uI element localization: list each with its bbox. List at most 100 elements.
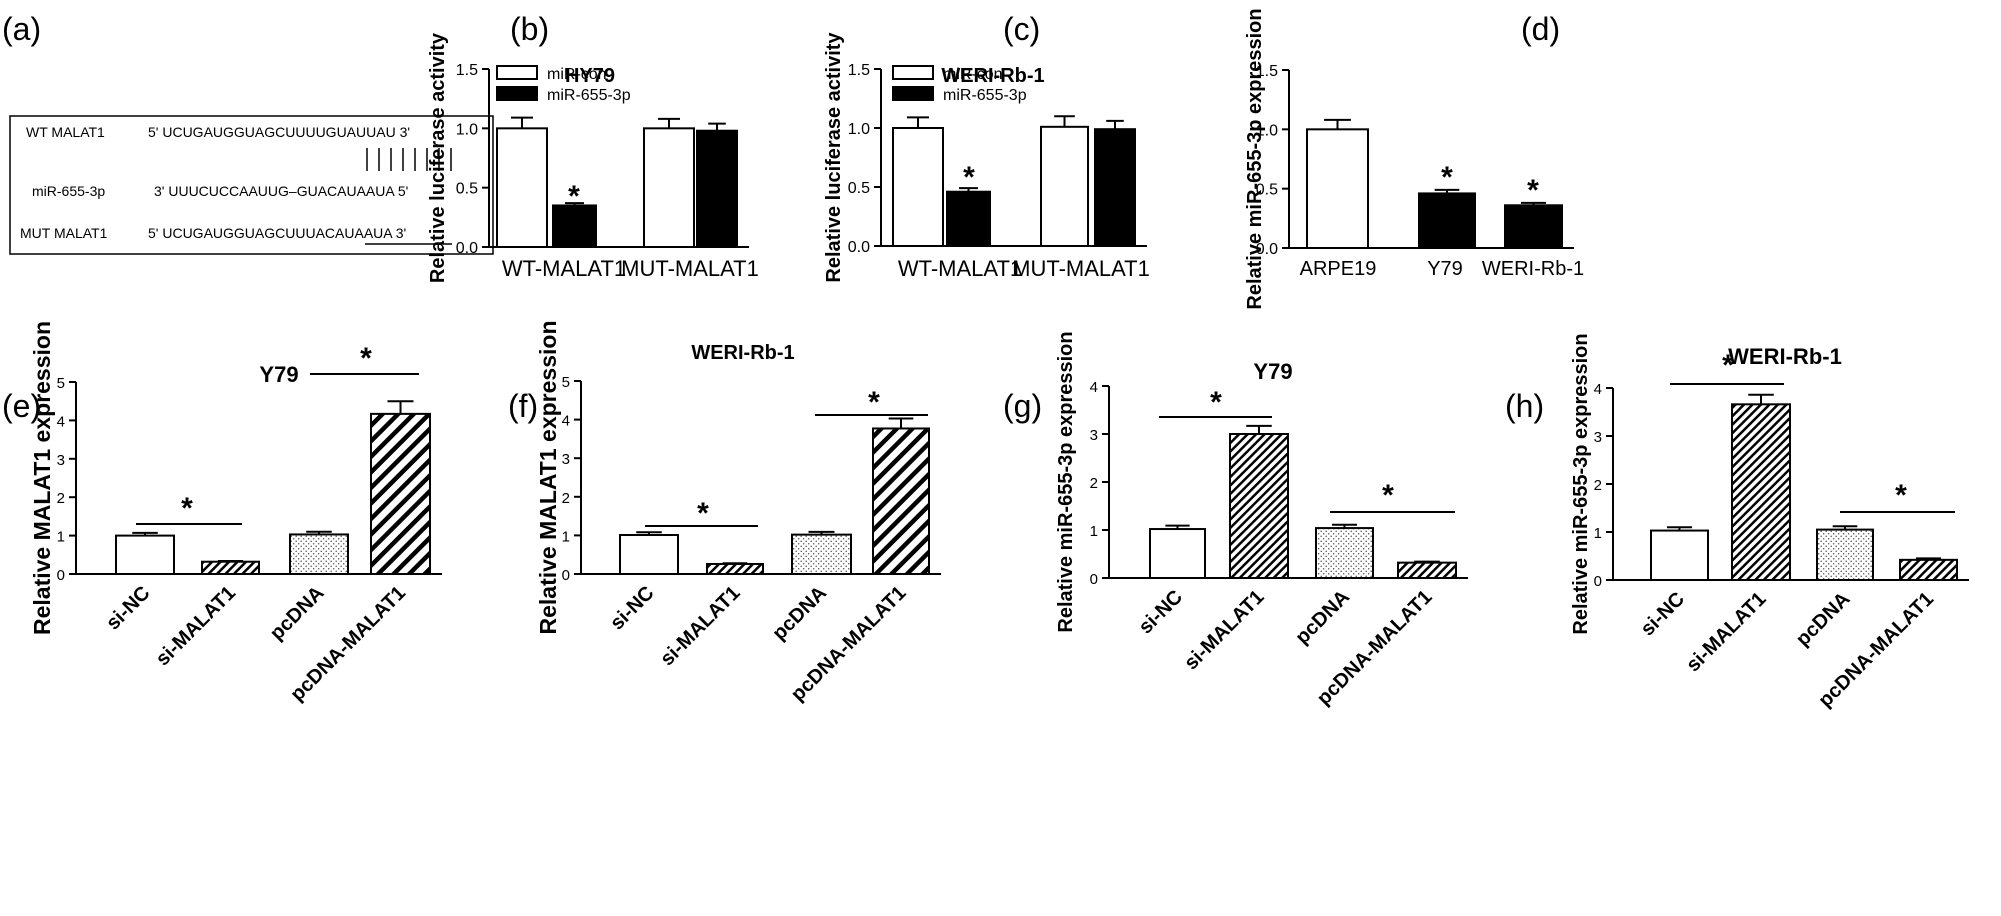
y-tick-label: 0.5 bbox=[848, 180, 870, 197]
y-tick-label: 2 bbox=[57, 490, 65, 507]
wt-label: WT MALAT1 bbox=[26, 124, 105, 140]
y-tick-label: 5 bbox=[562, 374, 570, 391]
y-tick-label: 1.0 bbox=[1256, 122, 1278, 139]
y-tick-label: 1 bbox=[1594, 525, 1602, 542]
bar bbox=[619, 534, 679, 575]
y-tick-label: 4 bbox=[57, 413, 65, 430]
bar bbox=[496, 127, 548, 248]
y-tick-label: 0 bbox=[1090, 571, 1098, 588]
bar bbox=[643, 127, 695, 248]
legend-label: miR-con bbox=[943, 66, 1003, 83]
bar bbox=[1149, 528, 1206, 579]
chart-title: Y79 bbox=[259, 362, 298, 387]
legend-label: miR-655-3p bbox=[547, 87, 631, 104]
bar bbox=[370, 412, 431, 576]
y-tick-label: 0.0 bbox=[1256, 241, 1278, 258]
bar bbox=[201, 560, 260, 575]
significance-star: * bbox=[1382, 479, 1394, 512]
legend-swatch bbox=[892, 86, 934, 101]
chart-panel-f: (f) WERI-Rb-1 Relative MALAT1 expression 0 1… bbox=[508, 320, 941, 706]
significance-star: * bbox=[181, 492, 193, 525]
x-category-label: pcDNA bbox=[768, 582, 831, 645]
y-tick-label: 0 bbox=[57, 567, 65, 584]
y-tick-label: 1.5 bbox=[1256, 63, 1278, 80]
chart-title: WERI-Rb-1 bbox=[1728, 344, 1842, 369]
y-axis-label: Relative luciferase activity bbox=[427, 32, 449, 283]
y-axis-label: Relative miR-655-3p expression bbox=[1570, 333, 1592, 634]
y-tick-label: 1.5 bbox=[848, 62, 870, 79]
legend-swatch bbox=[892, 65, 934, 80]
bar bbox=[696, 129, 738, 248]
y-tick-label: 3 bbox=[1594, 429, 1602, 446]
bar bbox=[1816, 528, 1874, 581]
bar bbox=[1418, 192, 1476, 249]
y-tick-label: 0 bbox=[562, 567, 570, 584]
y-tick-label: 4 bbox=[1090, 379, 1098, 396]
bar bbox=[1315, 527, 1374, 580]
x-category-label: si-NC bbox=[1135, 586, 1187, 638]
base-pair-lines bbox=[366, 148, 452, 171]
mut-seq-prefix: 5' UCUGAUGGUAGCUUUA bbox=[148, 225, 326, 241]
sequence-box bbox=[9, 115, 494, 255]
chart-panel-g: (g) Y79 Relative miR-655-3p expression 0 1 2 3… bbox=[1003, 331, 1468, 710]
y-tick-label: 1.0 bbox=[456, 121, 478, 138]
legend-label: miR-655-3p bbox=[943, 87, 1027, 104]
panel-letter: (f) bbox=[508, 388, 538, 424]
panel-letter: (d) bbox=[1521, 11, 1560, 47]
bar bbox=[289, 533, 349, 575]
y-tick-label: 2 bbox=[1594, 477, 1602, 494]
x-category-label: si-NC bbox=[1637, 588, 1689, 640]
y-tick-label: 3 bbox=[562, 451, 570, 468]
y-tick-label: 0.0 bbox=[456, 240, 478, 257]
bar bbox=[791, 533, 852, 575]
panel-a-letter: (a) bbox=[2, 11, 41, 47]
legend-label: miR-con bbox=[547, 66, 607, 83]
x-category-label: pcDNA bbox=[266, 582, 329, 645]
y-tick-label: 0.5 bbox=[1256, 182, 1278, 199]
bar bbox=[892, 127, 944, 247]
bar bbox=[872, 427, 930, 575]
mir-sequence: 3' UUUCUCCAAUUG–GUACAUAAUA 5' bbox=[154, 183, 408, 199]
y-tick-label: 5 bbox=[57, 375, 65, 392]
x-category-label: WT-MALAT1 bbox=[502, 256, 626, 281]
y-tick-label: 0.5 bbox=[456, 181, 478, 198]
x-category-label: si-NC bbox=[102, 582, 154, 634]
y-tick-label: 4 bbox=[562, 413, 570, 430]
chart-panel-e: (e) Y79 Relative MALAT1 expression 0 1 2 3 4 5 si… bbox=[2, 321, 442, 706]
y-tick-label: 2 bbox=[1090, 475, 1098, 492]
significance-star: * bbox=[1441, 161, 1453, 194]
x-category-label: WT-MALAT1 bbox=[898, 256, 1022, 281]
bar bbox=[552, 204, 597, 248]
significance-star: * bbox=[1895, 479, 1907, 512]
chart-title: WERI-Rb-1 bbox=[691, 342, 794, 364]
y-tick-label: 1 bbox=[562, 528, 570, 545]
y-tick-label: 3 bbox=[1090, 427, 1098, 444]
mut-seq-mutated: CAUAAUA bbox=[325, 225, 393, 241]
panel-letter: (g) bbox=[1003, 388, 1042, 424]
x-category-label: Y79 bbox=[1427, 258, 1463, 280]
bar bbox=[1504, 204, 1563, 249]
significance-star: * bbox=[963, 161, 975, 194]
x-category-label: si-MALAT1 bbox=[1682, 588, 1770, 676]
y-tick-label: 2 bbox=[562, 490, 570, 507]
legend-swatch bbox=[496, 65, 538, 80]
x-category-label: MUT-MALAT1 bbox=[621, 256, 759, 281]
y-axis-label: Relative miR-655-3p expression bbox=[1055, 331, 1077, 632]
panel-letter: (c) bbox=[1003, 11, 1040, 47]
y-tick-label: 1.0 bbox=[848, 121, 870, 138]
bar bbox=[115, 534, 175, 575]
significance-star: * bbox=[868, 386, 880, 419]
y-tick-label: 0 bbox=[1594, 573, 1602, 590]
bar bbox=[1094, 128, 1136, 247]
chart-title: HY79 bbox=[565, 65, 615, 87]
chart-title: Y79 bbox=[1253, 359, 1292, 384]
chart-panel-b: (b) HY79 Relative luciferase activity 0.0 0.… bbox=[427, 11, 759, 283]
x-category-label: pcDNA bbox=[1792, 588, 1855, 651]
chart-title: WERI-Rb-1 bbox=[941, 65, 1044, 87]
significance-star: * bbox=[1210, 386, 1222, 419]
y-axis-label: Relative MALAT1 expression bbox=[535, 320, 561, 634]
bar bbox=[1040, 125, 1089, 247]
panel-letter: (e) bbox=[2, 388, 41, 424]
